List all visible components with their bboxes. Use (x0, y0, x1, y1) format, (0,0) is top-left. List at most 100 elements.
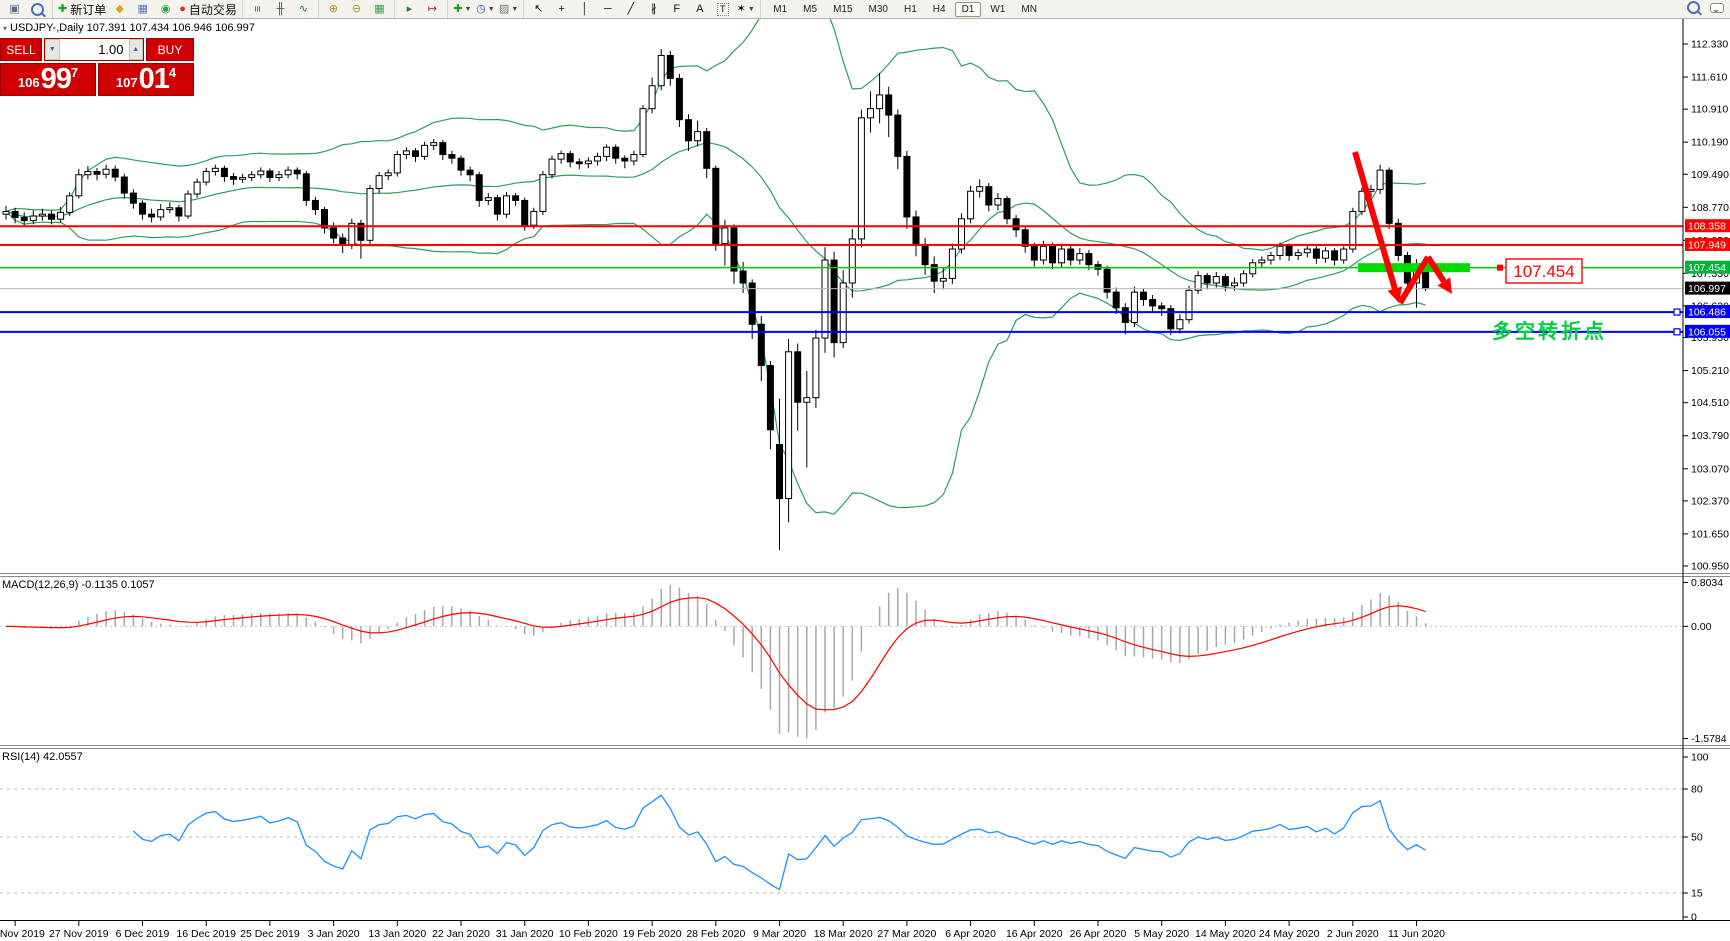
candle (48, 213, 55, 220)
price-label-box[interactable] (1505, 258, 1583, 284)
templates-icon[interactable]: ▨ ▼ (498, 3, 519, 15)
candlestick-chart-icon[interactable]: ╫ (276, 3, 285, 15)
timeframe-button-m5[interactable]: M5 (803, 3, 818, 15)
metaeditor-icon[interactable]: ◆ (115, 3, 124, 15)
price-tick-label: 105.210 (1691, 365, 1729, 377)
timeframe-button-m1[interactable]: M1 (773, 3, 788, 15)
arrows-tool-icon[interactable]: ✶ ▼ (736, 3, 755, 15)
price-tick-label: 112.330 (1691, 39, 1728, 51)
line-handle[interactable] (1673, 308, 1681, 316)
tile-windows-icon[interactable]: ▦ (374, 3, 385, 15)
chat-icon[interactable] (1710, 2, 1724, 16)
sell-button[interactable]: SELL (0, 38, 42, 61)
toolbar-group: ⊕ ⊖ ▦ (317, 0, 394, 18)
trendline-icon[interactable]: ╱ (627, 3, 635, 15)
volume-increase-button[interactable]: ▲ (128, 39, 143, 60)
date-tick-label: 2 Jun 2020 (1327, 928, 1379, 940)
volume-decrease-button[interactable]: ▼ (45, 39, 60, 60)
candle (685, 119, 692, 142)
chart-window-icon[interactable]: ▣ (9, 3, 20, 15)
buy-button[interactable]: BUY (146, 38, 194, 61)
indicators-icon[interactable]: ✚ ▼ (453, 3, 472, 15)
candle (1185, 289, 1193, 321)
chart-shift-icon[interactable]: ↦ (427, 3, 438, 15)
buy-price-panel[interactable]: 107 01 4 (98, 63, 194, 96)
zoom-out-icon[interactable]: ⊖ (351, 3, 362, 15)
candles (2, 49, 1430, 550)
price-tick-label: 102.370 (1691, 495, 1729, 507)
macd-axis-label: 0.00 (1691, 621, 1712, 633)
candle (1149, 298, 1157, 307)
candle (557, 153, 565, 160)
candle (675, 77, 683, 121)
candle (102, 168, 110, 175)
candle (1385, 169, 1393, 224)
macd-axis-label: 0.8034 (1691, 577, 1723, 589)
sell-price-panel[interactable]: 106 99 7 (0, 63, 96, 96)
candle (694, 131, 702, 142)
candle (1003, 198, 1011, 220)
candle (257, 170, 265, 176)
text-icon[interactable]: A (696, 3, 704, 15)
candle (512, 195, 520, 201)
crosshair-icon[interactable]: + (558, 3, 565, 15)
volume-input[interactable] (59, 39, 129, 60)
auto-scroll-icon[interactable]: ▸ (406, 3, 413, 15)
zoom-in-icon[interactable]: ⊕ (328, 3, 339, 15)
zigzag-arrow[interactable] (1425, 255, 1447, 284)
timeframe-button-m30[interactable]: M30 (868, 3, 888, 15)
bollinger-upper (5, 0, 1426, 251)
candle (1394, 222, 1402, 256)
print-preview-icon[interactable] (26, 1, 49, 17)
terminal-icon[interactable]: ▦ (137, 3, 148, 15)
date-tick-label: 16 Dec 2019 (176, 928, 236, 940)
toolbar-group: ▸ ↦ (393, 0, 447, 18)
candle (1322, 250, 1329, 259)
candle (1076, 253, 1084, 261)
text-label-icon[interactable]: T (711, 1, 734, 17)
timeframe-button-d1[interactable]: D1 (954, 1, 982, 17)
search-icon[interactable] (1687, 1, 1700, 17)
line-chart-icon[interactable]: ∿ (298, 3, 309, 15)
label-anchor-handle[interactable] (1497, 264, 1503, 271)
buy-price-sup: 4 (168, 65, 177, 80)
timeframe-button-m15[interactable]: M15 (833, 3, 853, 15)
candle (739, 270, 747, 284)
candle (1221, 276, 1229, 287)
timeframe-button-mn[interactable]: MN (1021, 3, 1037, 15)
equidistant-channel-icon[interactable]: ∦ (651, 3, 657, 15)
timeframe-button-h1[interactable]: H1 (903, 3, 917, 15)
candle (1422, 270, 1430, 290)
candle (1212, 276, 1220, 284)
zigzag-segment[interactable] (1397, 255, 1431, 305)
candle (803, 397, 811, 403)
red-down-arrow[interactable] (1352, 151, 1398, 290)
highlight-bar[interactable] (1358, 263, 1470, 273)
vertical-line-icon[interactable]: │ (581, 3, 589, 15)
cursor-icon[interactable]: ↖ (534, 3, 544, 15)
candle (157, 209, 165, 218)
periods-icon[interactable]: ◷ ▼ (476, 3, 495, 15)
candle (785, 351, 793, 500)
line-handle[interactable] (1673, 328, 1681, 336)
one-click-collapse-icon[interactable]: ▾ (3, 24, 8, 33)
horizontal-line-icon[interactable]: ─ (603, 3, 612, 15)
candle (894, 114, 902, 157)
candle (621, 157, 629, 162)
date-tick-label: 16 Apr 2020 (1006, 928, 1063, 940)
bar-chart-icon[interactable]: ≡ (251, 5, 264, 13)
timeframe-button-w1[interactable]: W1 (990, 3, 1006, 15)
timeframe-button-h4[interactable]: H4 (932, 3, 946, 15)
autotrading-button[interactable]: ● 自动交易 (179, 2, 237, 17)
new-order-button[interactable]: ✚ 新订单 (58, 2, 107, 17)
date-tick-label: 27 Mar 2020 (877, 928, 936, 940)
candle (93, 171, 101, 175)
candle (184, 193, 192, 217)
candle (457, 157, 465, 171)
candle (111, 168, 119, 178)
bollinger-bands (5, 0, 1426, 515)
alerts-sound-icon[interactable]: ◉ (160, 3, 171, 15)
buy-price-prefix: 107 (115, 75, 138, 90)
fibonacci-icon[interactable]: F (673, 3, 681, 15)
